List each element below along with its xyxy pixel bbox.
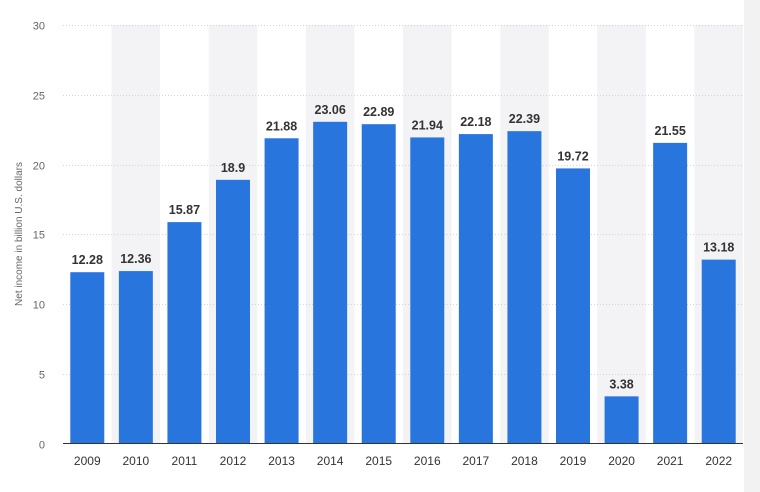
y-tick-label: 0 xyxy=(39,440,45,452)
x-tick-label: 2013 xyxy=(268,454,295,468)
data-label: 21.94 xyxy=(412,118,443,132)
bar[interactable] xyxy=(361,124,396,444)
data-label: 22.39 xyxy=(509,112,540,126)
scroll-edge xyxy=(744,0,760,492)
bar[interactable] xyxy=(410,137,445,444)
bar[interactable] xyxy=(264,138,299,444)
x-tick-label: 2012 xyxy=(220,454,247,468)
x-tick-label: 2016 xyxy=(414,454,441,468)
x-tick-label: 2022 xyxy=(705,454,732,468)
bar[interactable] xyxy=(653,142,688,444)
bar[interactable] xyxy=(604,396,639,444)
bar[interactable] xyxy=(701,259,736,444)
y-tick-label: 20 xyxy=(33,161,45,173)
bar[interactable] xyxy=(118,271,153,444)
bar[interactable] xyxy=(458,134,493,444)
bar[interactable] xyxy=(167,222,202,444)
bar[interactable] xyxy=(313,121,348,444)
data-label: 21.88 xyxy=(266,119,297,133)
x-tick-label: 2018 xyxy=(511,454,538,468)
x-tick-label: 2020 xyxy=(608,454,635,468)
bar[interactable] xyxy=(216,179,250,444)
y-gridlines xyxy=(63,25,743,375)
y-axis-title: Net income in billion U.S. dollars xyxy=(14,162,25,306)
y-tick-label: 25 xyxy=(33,91,45,103)
data-label: 12.28 xyxy=(72,253,103,267)
y-tick-label: 5 xyxy=(39,370,45,382)
data-label: 12.36 xyxy=(120,252,151,266)
data-label: 13.18 xyxy=(703,241,734,255)
x-tick-label: 2011 xyxy=(172,454,198,468)
data-label: 23.06 xyxy=(315,103,346,117)
y-tick-label: 30 xyxy=(33,21,45,33)
x-tick-label: 2010 xyxy=(123,454,150,468)
x-tick-label: 2009 xyxy=(74,454,101,468)
x-tick-label: 2017 xyxy=(463,454,490,468)
data-label: 15.87 xyxy=(169,203,200,217)
data-label: 19.72 xyxy=(557,149,588,163)
data-label: 22.89 xyxy=(363,105,394,119)
bars xyxy=(70,121,736,444)
x-tick-label: 2015 xyxy=(365,454,392,468)
y-tick-label: 10 xyxy=(33,300,45,312)
x-tick-labels: 2009 2010 2011 2012 2013 2014 2015 2016 2017 2018… xyxy=(74,454,732,468)
data-label: 21.55 xyxy=(655,124,686,138)
bar[interactable] xyxy=(507,131,542,444)
bar[interactable] xyxy=(556,168,590,444)
data-labels: 12.28 12.36 15.87 18.9 21.88 23.06 22.89 21.94 2… xyxy=(72,103,735,392)
x-tick-label: 2014 xyxy=(317,454,344,468)
y-tick-labels: 0 5 10 15 20 25 30 xyxy=(33,21,45,452)
bar[interactable] xyxy=(70,272,105,444)
data-label: 18.9 xyxy=(221,161,245,175)
data-label: 3.38 xyxy=(609,377,633,391)
x-tick-label: 2019 xyxy=(560,454,587,468)
y-tick-label: 15 xyxy=(33,230,45,242)
data-label: 22.18 xyxy=(460,115,491,129)
x-tick-label: 2021 xyxy=(657,454,684,468)
